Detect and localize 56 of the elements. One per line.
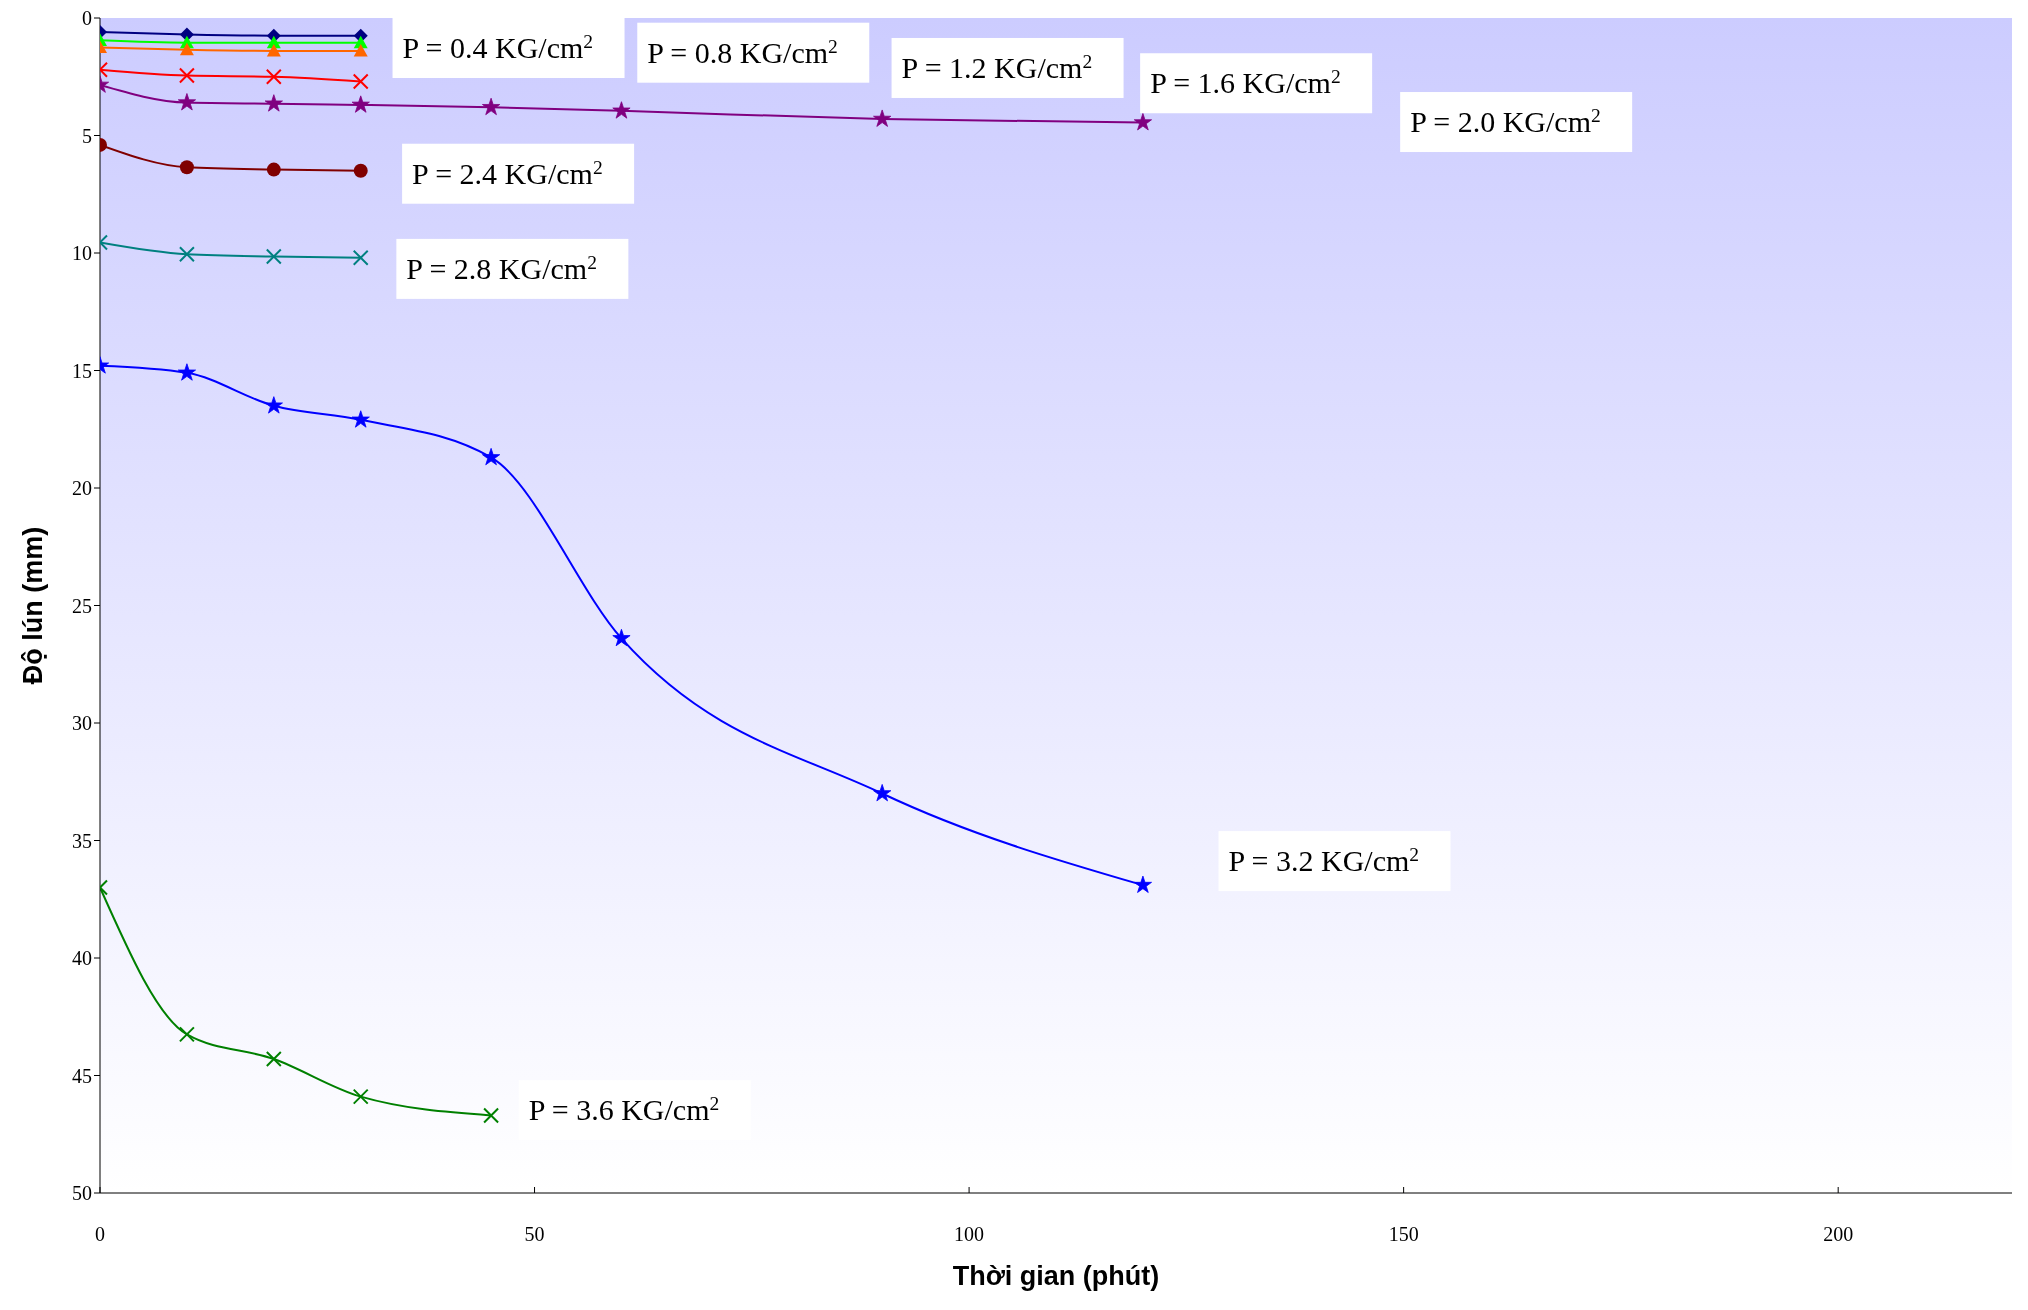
point [352,1088,369,1105]
point [353,163,368,178]
point [612,101,631,119]
y-tick-label: 30 [72,712,92,735]
y-tick-label: 50 [72,1182,92,1205]
series-label: P = 3.6 KG/cm$^{2}$ [528,1092,720,1127]
point [178,67,195,84]
point [179,160,194,175]
point [482,97,501,116]
point [264,396,283,414]
point [612,628,631,647]
point [266,162,281,177]
series-label: P = 0.4 KG/cm$^{2}$ [402,30,594,64]
point [266,43,281,57]
x-tick-label: 100 [954,1223,985,1246]
y-tick-label: 0 [82,7,92,30]
point [352,249,369,266]
text: P = 3.2 KG/cm$^{2}$ [1228,843,1420,878]
point [1133,875,1152,893]
point [352,73,369,90]
series-label: P = 2.4 KG/cm$^{2}$ [412,156,603,190]
y-tick-label: 5 [82,124,92,147]
point [482,447,501,466]
text: P = 1.2 KG/cm$^{2}$ [901,50,1093,84]
text: P = 1.6 KG/cm$^{2}$ [1150,65,1341,100]
point [873,109,892,127]
point [265,68,282,85]
y-tick-label: 15 [72,359,92,382]
point [353,43,368,57]
point [177,93,196,111]
y-tick-label: 10 [72,242,92,265]
point [483,1107,500,1124]
point [873,784,892,802]
y-tick-label: 35 [72,829,92,852]
point [264,94,283,112]
x-tick-label: 50 [524,1223,545,1246]
y-tick-label: 20 [72,477,92,500]
y-axis-title: Độ lún (mm) [17,526,48,685]
series-label: P = 2.8 KG/cm$^{2}$ [406,251,597,285]
point [265,1051,282,1068]
text: P = 0.8 KG/cm$^{2}$ [647,35,838,69]
point [178,1026,195,1043]
point [178,246,195,263]
point [177,363,196,381]
point [1133,113,1152,131]
x-tick-label: 150 [1388,1223,1419,1246]
y-tick-label: 45 [72,1064,92,1087]
y-tick-label: 25 [72,594,92,617]
point [179,42,194,56]
point [351,95,370,113]
x-axis-title: Thời gian (phút) [952,1261,1160,1291]
y-tick-label: 40 [72,947,92,970]
x-tick-label: 200 [1823,1223,1854,1246]
point [351,410,370,428]
text: P = 2.0 KG/cm$^{2}$ [1410,104,1601,139]
point [265,248,282,265]
